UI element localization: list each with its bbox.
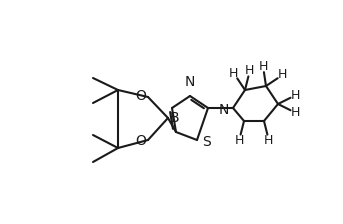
Text: H: H bbox=[264, 134, 273, 147]
Text: N: N bbox=[218, 103, 229, 117]
Text: N: N bbox=[185, 75, 195, 89]
Text: H: H bbox=[291, 88, 300, 101]
Text: H: H bbox=[291, 106, 300, 119]
Text: O: O bbox=[135, 89, 146, 103]
Text: O: O bbox=[135, 134, 146, 148]
Text: H: H bbox=[235, 134, 244, 147]
Text: H: H bbox=[245, 64, 255, 77]
Text: B: B bbox=[170, 111, 180, 125]
Text: S: S bbox=[202, 135, 211, 149]
Text: H: H bbox=[229, 67, 239, 80]
Text: H: H bbox=[258, 60, 268, 73]
Text: H: H bbox=[278, 68, 287, 81]
